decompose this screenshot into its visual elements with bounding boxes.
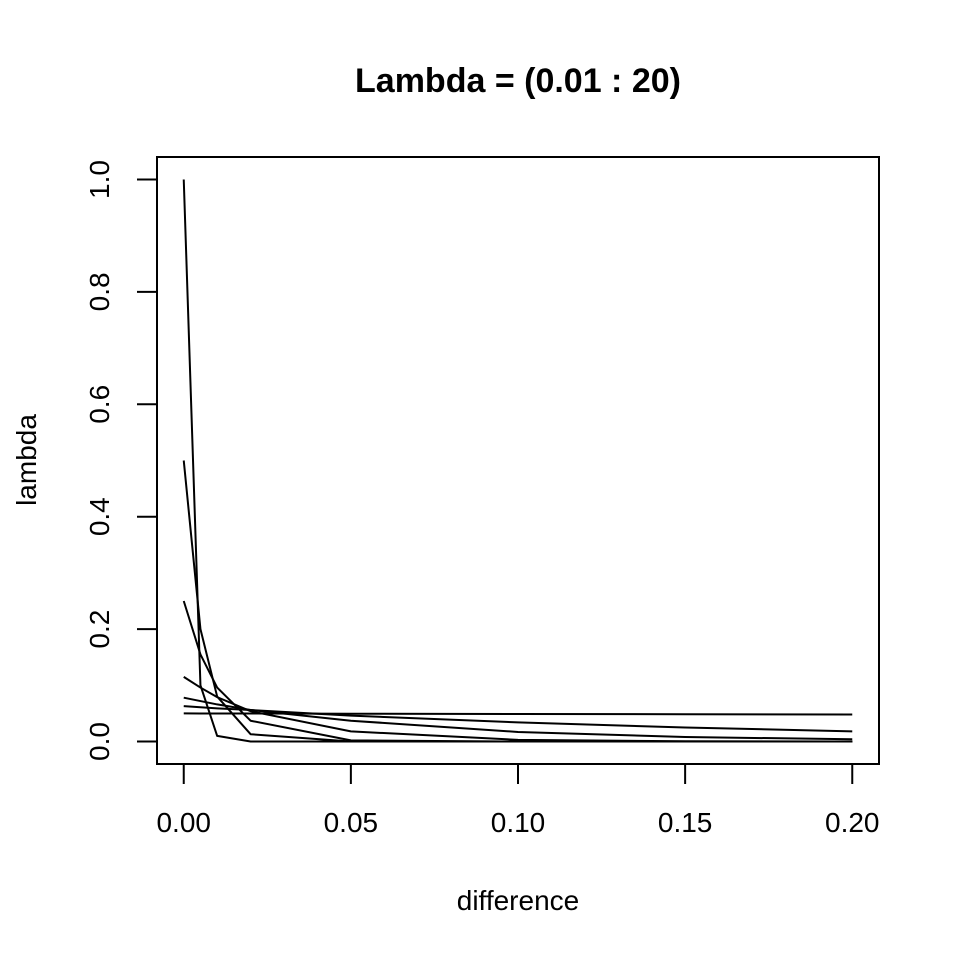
plot-frame (156, 156, 880, 765)
y-tick-label: 1.0 (84, 160, 115, 199)
y-axis-label: lambda (11, 414, 42, 506)
series-line-2 (183, 705, 853, 733)
x-axis: 0.00 0.05 0.10 0.15 0.20 (156, 763, 880, 838)
y-tick-label: 0.4 (84, 497, 115, 536)
series-line-7 (182, 179, 853, 743)
y-tick-label: 0.6 (84, 385, 115, 424)
x-tick-label: 0.10 (491, 807, 546, 838)
series-line-6 (182, 460, 853, 743)
y-tick-label: 0.0 (84, 722, 115, 761)
x-tick-label: 0.15 (658, 807, 713, 838)
chart-title: Lambda = (0.01 : 20) (355, 62, 681, 100)
y-tick-label: 0.2 (84, 610, 115, 649)
x-tick-label: 0.00 (156, 807, 211, 838)
x-tick-label: 0.20 (825, 807, 880, 838)
x-axis-label: difference (457, 885, 579, 916)
x-tick-label: 0.05 (324, 807, 379, 838)
series-line-3 (183, 696, 853, 741)
series-group (182, 179, 853, 743)
series-line-5 (182, 600, 853, 743)
y-tick-label: 0.8 (84, 272, 115, 311)
y-axis: 0.0 0.2 0.4 0.6 0.8 1.0 (84, 160, 158, 761)
